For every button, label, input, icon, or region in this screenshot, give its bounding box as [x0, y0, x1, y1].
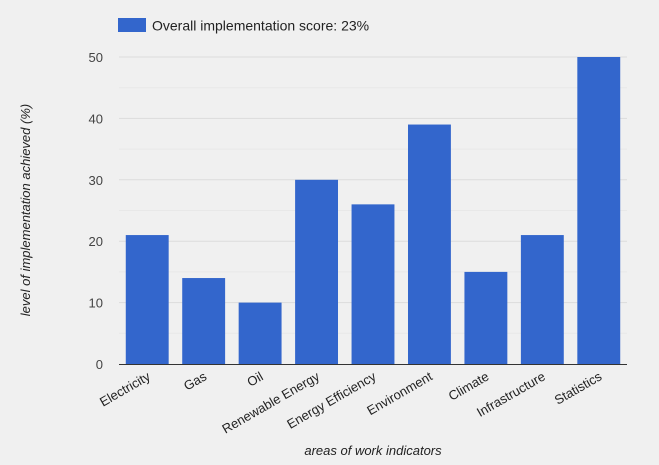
bar	[407, 124, 451, 364]
x-tick-label: Statistics	[552, 368, 605, 407]
bar	[238, 302, 282, 364]
bar	[182, 278, 226, 364]
bars	[125, 57, 621, 364]
x-tick-label: Renewable Energy	[219, 368, 322, 436]
y-tick-label: 50	[89, 50, 103, 65]
bar	[464, 271, 508, 364]
y-tick-label: 10	[89, 296, 103, 311]
bar	[351, 204, 395, 364]
x-tick-label: Gas	[181, 368, 210, 393]
bar	[295, 179, 339, 364]
legend: Overall implementation score: 23%	[118, 18, 369, 34]
bar	[520, 235, 564, 364]
x-tick-label: Oil	[244, 369, 265, 390]
x-axis-title: areas of work indicators	[304, 443, 442, 458]
y-tick-label: 40	[89, 111, 103, 126]
y-axis-title: level of implementation achieved (%)	[18, 104, 33, 316]
bar	[577, 57, 621, 364]
bar	[125, 235, 169, 364]
x-tick-label: Climate	[446, 369, 492, 404]
x-tick-label: Electricity	[97, 368, 153, 409]
y-tick-label: 0	[96, 357, 103, 372]
y-tick-label: 20	[89, 234, 103, 249]
y-tick-label: 30	[89, 173, 103, 188]
legend-label: Overall implementation score: 23%	[152, 18, 369, 34]
legend-swatch	[118, 18, 146, 32]
